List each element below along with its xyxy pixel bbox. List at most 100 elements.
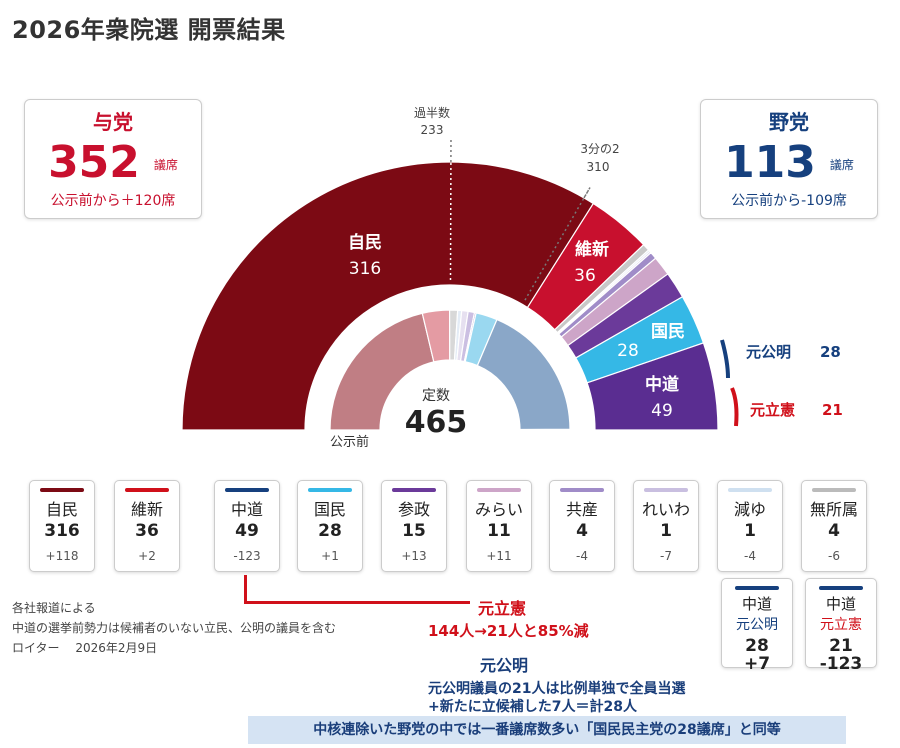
party-card-change: -6 <box>828 549 840 563</box>
party-card-change: +13 <box>401 549 427 563</box>
opposition-bloc-box: 野党 113 議席 公示前から-109席 <box>700 99 878 219</box>
rikken-callout-title: 元立憲 <box>478 599 527 618</box>
opposition-bloc-unit: 議席 <box>829 158 854 172</box>
party-card-name: 維新 <box>130 500 163 519</box>
party-card-color-bar <box>728 488 772 492</box>
annotation-komei-value: 28 <box>820 343 841 361</box>
party-card-change: -7 <box>660 549 672 563</box>
party-card-name: 国民 <box>313 500 346 519</box>
ruling-bloc-box: 与党 352 議席 公示前から＋120席 <box>24 99 202 219</box>
party-card: 共産 4 -4 <box>549 480 615 572</box>
komei-bracket <box>720 339 730 379</box>
party-card-color-bar <box>477 488 521 492</box>
party-card: 維新 36 +2 <box>114 480 180 572</box>
sub-card-bar <box>819 586 863 590</box>
inner-ring-label: 公示前 <box>330 434 369 450</box>
party-card-seats: 49 <box>235 521 259 541</box>
party-card-name: 減ゆ <box>733 500 766 519</box>
party-card-seats: 15 <box>402 521 426 541</box>
sub-card-seats: 28 <box>745 636 769 656</box>
party-card-change: -4 <box>576 549 588 563</box>
party-card-name: れいわ <box>641 500 690 519</box>
sub-card-name: 中道 <box>741 595 772 613</box>
party-card-name: 自民 <box>45 500 78 519</box>
party-card-seats: 1 <box>744 521 756 541</box>
party-card-seats: 36 <box>135 521 159 541</box>
sub-card-rikken: 中道 元立憲 21 -123 <box>805 578 877 673</box>
sub-card-komei: 中道 元公明 28 +7 <box>721 578 793 673</box>
sub-card-sub: 元立憲 <box>820 617 862 633</box>
threshold-label: 3分の2 <box>580 142 619 156</box>
party-card-name: 無所属 <box>809 500 858 519</box>
annotation-rikken-label: 元立憲 <box>750 401 795 419</box>
party-card-name: 参政 <box>397 500 430 519</box>
hemicycle-chart: 過半数 233 3分の2 310 自民 316 維新 36 国民 28 中道 49 定数 465 公… <box>181 105 843 450</box>
rikken-connector <box>244 575 247 603</box>
party-card-seats: 1 <box>660 521 672 541</box>
party-card-seats: 316 <box>44 521 80 541</box>
annotation-rikken-value: 21 <box>822 401 843 419</box>
ruling-bloc-seats: 352 <box>48 137 140 188</box>
segment-name-label: 中道 <box>645 374 679 395</box>
segment-value-label: 28 <box>617 341 639 361</box>
summary-banner: 中核連除いた野党の中では一番議席数多い「国民民主党の28議席」と同等 <box>248 716 846 744</box>
segment-value-label: 49 <box>651 401 673 421</box>
threshold-value: 310 <box>587 160 610 174</box>
note-line-1: 各社報道による <box>12 601 96 615</box>
segment-value-label: 36 <box>574 266 596 286</box>
party-card-change: -4 <box>744 549 756 563</box>
threshold-line-outer <box>583 185 592 199</box>
pre-election-segment <box>476 318 571 431</box>
seat-segment <box>181 161 595 431</box>
center-label: 定数 <box>422 388 450 404</box>
party-card-seats: 28 <box>318 521 342 541</box>
ruling-bloc-name: 与党 <box>93 110 133 134</box>
party-card-color-bar <box>225 488 269 492</box>
rikken-callout-text: 144人→21人と85%減 <box>428 622 589 640</box>
page-title: 2026年衆院選 開票結果 <box>12 16 286 44</box>
notes: 各社報道による 中道の選挙前勢力は候補者のいない立民、公明の議員を含む ロイター… <box>12 598 336 658</box>
segment-name-label: 自民 <box>348 232 382 253</box>
sub-card-seats: 21 <box>829 636 853 656</box>
threshold-line <box>524 188 590 301</box>
party-card-change: +2 <box>138 549 156 563</box>
note-line-2: 中道の選挙前勢力は候補者のいない立民、公明の議員を含む <box>12 621 337 635</box>
party-card-change: +11 <box>486 549 512 563</box>
opposition-bloc-seats: 113 <box>724 137 816 188</box>
party-card-color-bar <box>308 488 352 492</box>
sub-card-change: -123 <box>819 654 863 674</box>
rikken-connector-h <box>244 601 470 604</box>
segment-name-label: 維新 <box>575 239 609 260</box>
party-card: みらい 11 +11 <box>466 480 532 572</box>
party-card-change: -123 <box>233 549 261 563</box>
segment-value-label: 316 <box>349 259 381 279</box>
sub-card-name: 中道 <box>825 595 856 613</box>
party-card-name: 中道 <box>230 500 263 519</box>
party-card-color-bar <box>40 488 84 492</box>
party-card: 国民 28 +1 <box>297 480 363 572</box>
party-card: 自民 316 +118 <box>29 480 95 572</box>
party-card-name: 共産 <box>565 500 598 519</box>
party-card-seats: 11 <box>487 521 511 541</box>
party-card: 減ゆ 1 -4 <box>717 480 783 572</box>
sub-card-sub: 元公明 <box>736 617 778 633</box>
rikken-bracket <box>730 387 739 427</box>
komei-callout-text-2: +新たに立候補した7人＝計28人 <box>428 699 637 715</box>
threshold-label: 過半数 <box>414 105 450 120</box>
opposition-bloc-change: 公示前から-109席 <box>731 193 847 209</box>
party-card-seats: 4 <box>828 521 840 541</box>
opposition-bloc-name: 野党 <box>769 110 809 134</box>
party-card-color-bar <box>560 488 604 492</box>
note-line-3: ロイター 2026年2月9日 <box>12 641 158 655</box>
threshold-value: 233 <box>421 123 444 137</box>
komei-callout-text-1: 元公明議員の21人は比例単独で全員当選 <box>428 681 686 697</box>
party-card-color-bar <box>812 488 856 492</box>
party-card: 中道 49 -123 <box>214 480 280 572</box>
ruling-bloc-unit: 議席 <box>153 158 178 172</box>
party-card-color-bar <box>392 488 436 492</box>
party-card: 無所属 4 -6 <box>801 480 867 572</box>
sub-card-change: +7 <box>743 654 771 674</box>
party-card-name: みらい <box>474 500 523 519</box>
sub-card-bar <box>735 586 779 590</box>
seat-segment <box>586 342 719 431</box>
